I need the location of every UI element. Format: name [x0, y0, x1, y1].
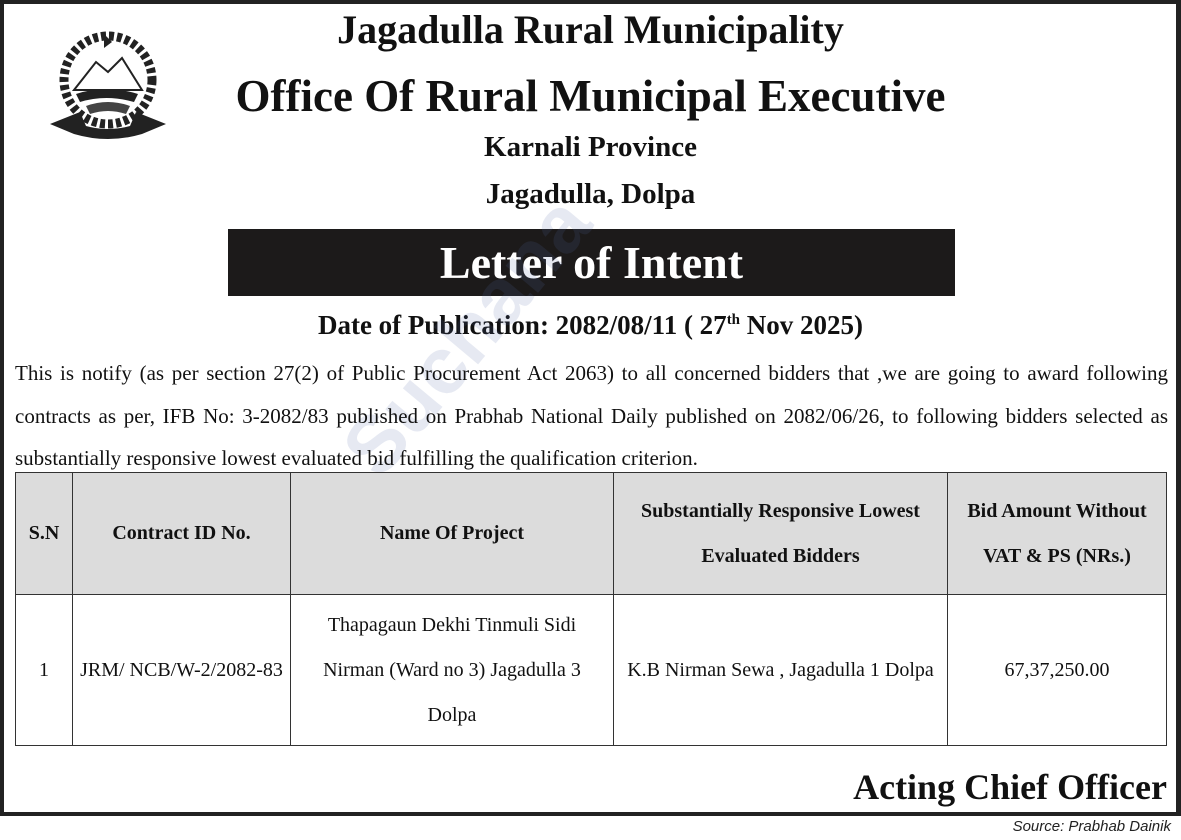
notice-body: This is notify (as per section 27(2) of …	[15, 361, 1168, 470]
location-name: Jagadulla, Dolpa	[485, 178, 696, 210]
cell-contract-id: JRM/ NCB/W-2/2082-83	[72, 594, 291, 746]
header-contract-id: Contract ID No.	[72, 472, 291, 595]
date-prefix: Date of Publication: 2082/08/11 ( 27	[317, 310, 727, 340]
source-credit: Source: Prabhab Dainik	[1012, 818, 1171, 835]
cell-sn: 1	[15, 594, 73, 746]
publication-date: Date of Publication: 2082/08/11 ( 27th N…	[0, 310, 1181, 341]
award-table: S.N Contract ID No. Name Of Project Subs…	[15, 472, 1167, 746]
municipality-name: Jagadulla Rural Municipality	[337, 7, 844, 52]
cell-project: Thapagaun Dekhi Tinmuli Sidi Nirman (War…	[290, 594, 614, 746]
date-suffix: Nov 2025)	[740, 310, 864, 340]
date-sup: th	[726, 312, 741, 328]
table-header-row: S.N Contract ID No. Name Of Project Subs…	[15, 472, 1167, 595]
header-sn: S.N	[15, 472, 73, 595]
nepal-emblem-logo	[50, 31, 166, 139]
table-row: 1 JRM/ NCB/W-2/2082-83 Thapagaun Dekhi T…	[15, 594, 1167, 746]
province-name: Karnali Province	[484, 131, 697, 163]
signatory: Acting Chief Officer	[853, 767, 1167, 807]
header-bidders: Substantially Responsive Lowest Evaluate…	[613, 472, 948, 595]
header-bid-amount: Bid Amount Without VAT & PS (NRs.)	[947, 472, 1167, 595]
office-name: Office Of Rural Municipal Executive	[235, 71, 946, 121]
letter-of-intent-banner: Letter of Intent	[228, 229, 955, 296]
notice-frame	[0, 0, 1181, 816]
cell-bid-amount: 67,37,250.00	[947, 594, 1167, 746]
cell-bidder: K.B Nirman Sewa , Jagadulla 1 Dolpa	[613, 594, 948, 746]
header-project: Name Of Project	[290, 472, 614, 595]
